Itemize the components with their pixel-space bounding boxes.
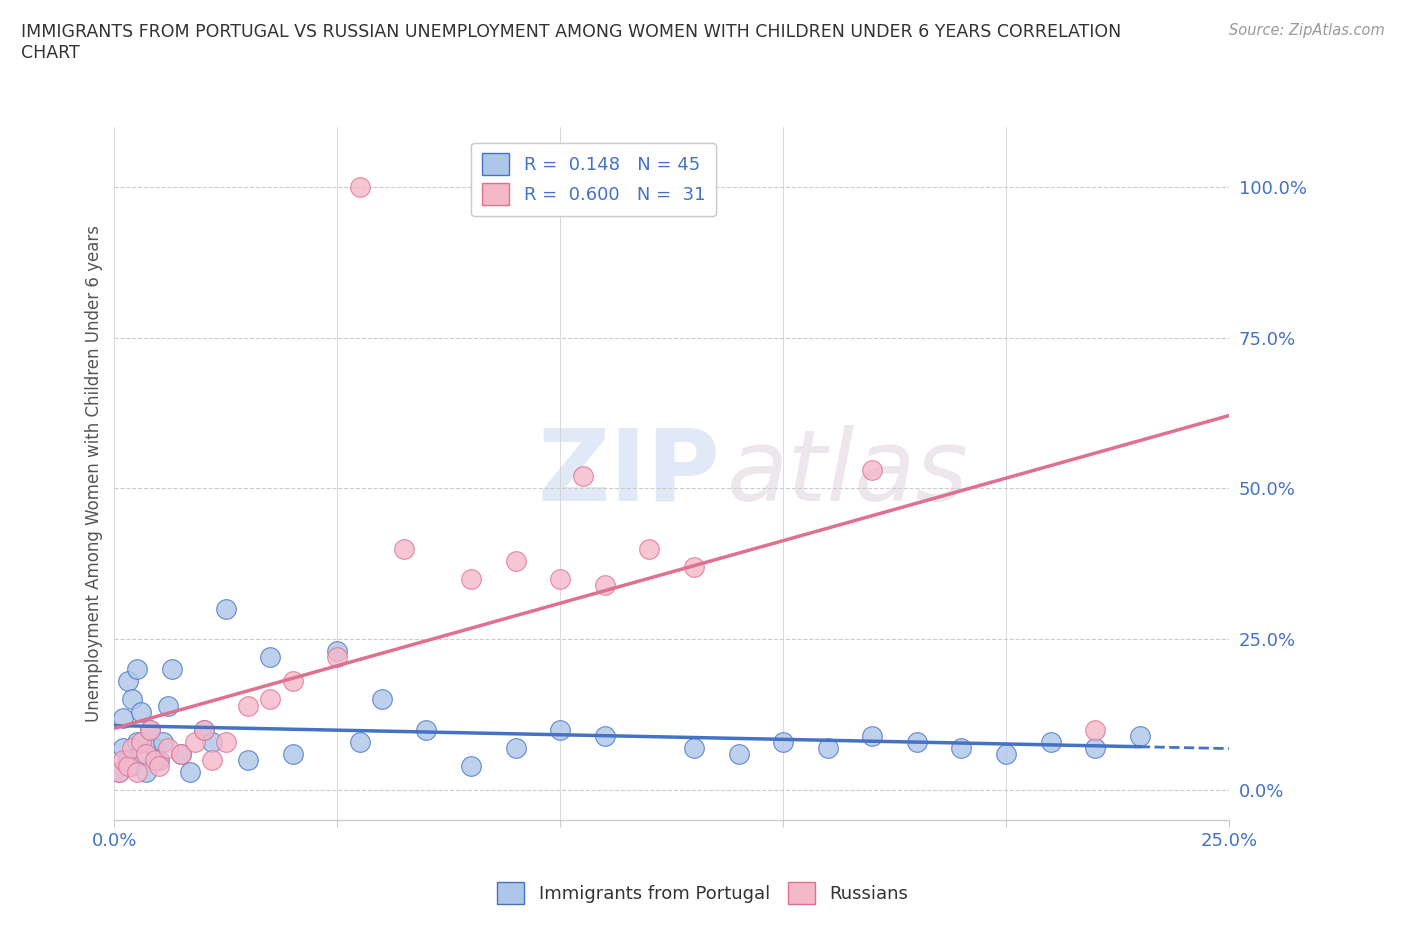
Point [860, 728, 883, 743]
Point [326, 650, 349, 665]
Point [571, 469, 593, 484]
Point [121, 758, 143, 773]
Point [860, 463, 883, 478]
Point [139, 723, 162, 737]
Point [349, 179, 371, 194]
Point [548, 571, 571, 586]
Point [117, 752, 139, 767]
Point [135, 746, 157, 761]
Point [125, 735, 148, 750]
Point [236, 698, 259, 713]
Legend: Immigrants from Portugal, Russians: Immigrants from Portugal, Russians [491, 875, 915, 911]
Point [108, 764, 131, 779]
Point [1084, 740, 1107, 755]
Point [179, 764, 201, 779]
Point [201, 752, 224, 767]
Point [129, 735, 152, 750]
Point [156, 698, 179, 713]
Point [152, 735, 174, 750]
Point [683, 740, 706, 755]
Point [139, 723, 162, 737]
Point [638, 541, 661, 556]
Point [170, 746, 193, 761]
Point [112, 752, 135, 767]
Y-axis label: Unemployment Among Women with Children Under 6 years: Unemployment Among Women with Children U… [86, 225, 103, 722]
Point [215, 735, 238, 750]
Point [1129, 728, 1152, 743]
Point [193, 723, 215, 737]
Point [117, 674, 139, 689]
Point [371, 692, 394, 707]
Point [727, 746, 749, 761]
Point [259, 692, 281, 707]
Point [281, 674, 304, 689]
Point [193, 723, 215, 737]
Point [143, 752, 166, 767]
Point [148, 758, 170, 773]
Point [108, 764, 131, 779]
Text: Source: ZipAtlas.com: Source: ZipAtlas.com [1229, 23, 1385, 38]
Point [121, 740, 143, 755]
Point [593, 728, 616, 743]
Text: ZIP: ZIP [538, 425, 721, 522]
Point [125, 764, 148, 779]
Point [183, 735, 205, 750]
Point [112, 711, 135, 725]
Text: atlas: atlas [727, 425, 969, 522]
Point [460, 758, 482, 773]
Text: IMMIGRANTS FROM PORTUGAL VS RUSSIAN UNEMPLOYMENT AMONG WOMEN WITH CHILDREN UNDER: IMMIGRANTS FROM PORTUGAL VS RUSSIAN UNEM… [21, 23, 1122, 62]
Point [772, 735, 794, 750]
Point [162, 662, 184, 677]
Point [995, 746, 1018, 761]
Point [817, 740, 839, 755]
Point [201, 735, 224, 750]
Point [129, 704, 152, 719]
Point [156, 740, 179, 755]
Point [593, 578, 616, 592]
Point [259, 650, 281, 665]
Point [683, 559, 706, 574]
Point [548, 723, 571, 737]
Point [135, 764, 157, 779]
Point [460, 571, 482, 586]
Point [505, 740, 527, 755]
Point [392, 541, 415, 556]
Point [117, 758, 139, 773]
Point [112, 740, 135, 755]
Point [505, 553, 527, 568]
Point [236, 752, 259, 767]
Point [143, 740, 166, 755]
Point [415, 723, 437, 737]
Point [170, 746, 193, 761]
Legend: R =  0.148   N = 45, R =  0.600   N =  31: R = 0.148 N = 45, R = 0.600 N = 31 [471, 142, 716, 216]
Point [281, 746, 304, 761]
Point [121, 692, 143, 707]
Point [125, 662, 148, 677]
Point [129, 746, 152, 761]
Point [349, 735, 371, 750]
Point [326, 644, 349, 658]
Point [950, 740, 973, 755]
Point [905, 735, 928, 750]
Point [1039, 735, 1062, 750]
Point [1084, 723, 1107, 737]
Point [215, 602, 238, 617]
Point [148, 752, 170, 767]
